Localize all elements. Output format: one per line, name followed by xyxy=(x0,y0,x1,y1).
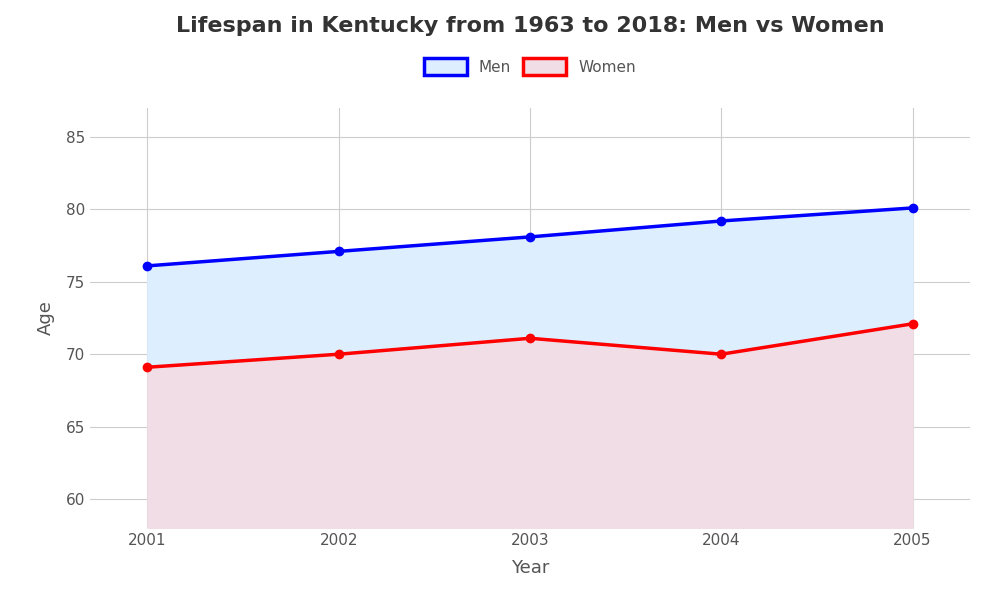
X-axis label: Year: Year xyxy=(511,559,549,577)
Legend: Men, Women: Men, Women xyxy=(416,50,644,82)
Title: Lifespan in Kentucky from 1963 to 2018: Men vs Women: Lifespan in Kentucky from 1963 to 2018: … xyxy=(176,16,884,35)
Y-axis label: Age: Age xyxy=(37,301,55,335)
